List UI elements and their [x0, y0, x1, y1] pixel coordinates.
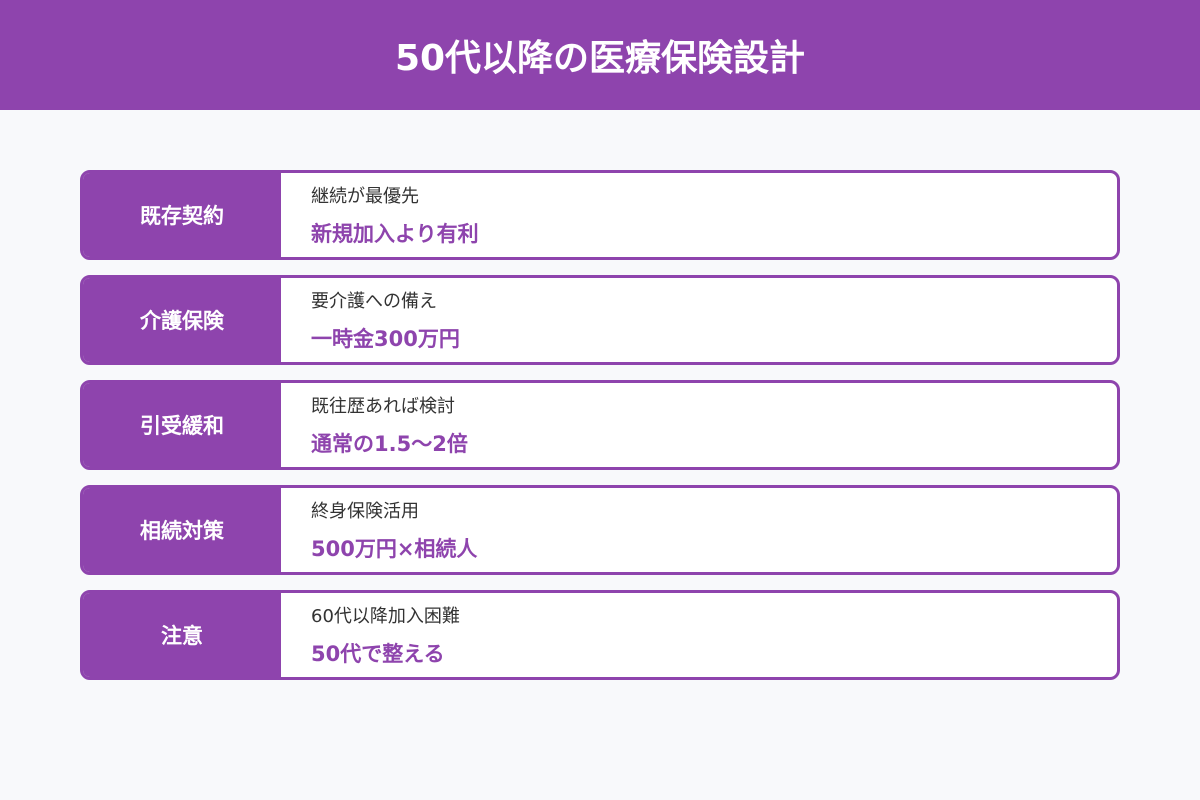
row-main: 一時金300万円 — [311, 327, 460, 351]
row-sub: 既往歴あれば検討 — [311, 396, 455, 417]
row-main: 50代で整える — [311, 642, 445, 666]
row-label: 引受緩和 — [83, 383, 281, 467]
row-label: 注意 — [83, 593, 281, 677]
row-main: 新規加入より有利 — [311, 222, 479, 246]
row-label: 既存契約 — [83, 173, 281, 257]
row-label: 相続対策 — [83, 488, 281, 572]
row-care-insurance: 介護保険 要介護への備え一時金300万円 — [80, 275, 1120, 365]
row-sub: 継続が最優先 — [311, 186, 419, 207]
header: 50代以降の医療保険設計 — [0, 0, 1200, 110]
row-sub: 60代以降加入困難 — [311, 606, 460, 627]
row-main: 500万円×相続人 — [311, 537, 478, 561]
row-sub: 要介護への備え — [311, 291, 437, 312]
row-caution: 注意 60代以降加入困難 50代で整える — [80, 590, 1120, 680]
page-title: 50代以降の医療保険設計 — [394, 38, 806, 79]
row-main: 通常の1.5〜2倍 — [311, 432, 468, 456]
row-existing-contract: 既存契約 継続が最優先新規加入より有利 — [80, 170, 1120, 260]
row-sub: 終身保険活用 — [311, 501, 419, 522]
row-label: 介護保険 — [83, 278, 281, 362]
row-relaxed-underwriting: 引受緩和 既往歴あれば検討 通常の1.5〜2倍 — [80, 380, 1120, 470]
row-inheritance: 相続対策 終身保険活用 500万円×相続人 — [80, 485, 1120, 575]
